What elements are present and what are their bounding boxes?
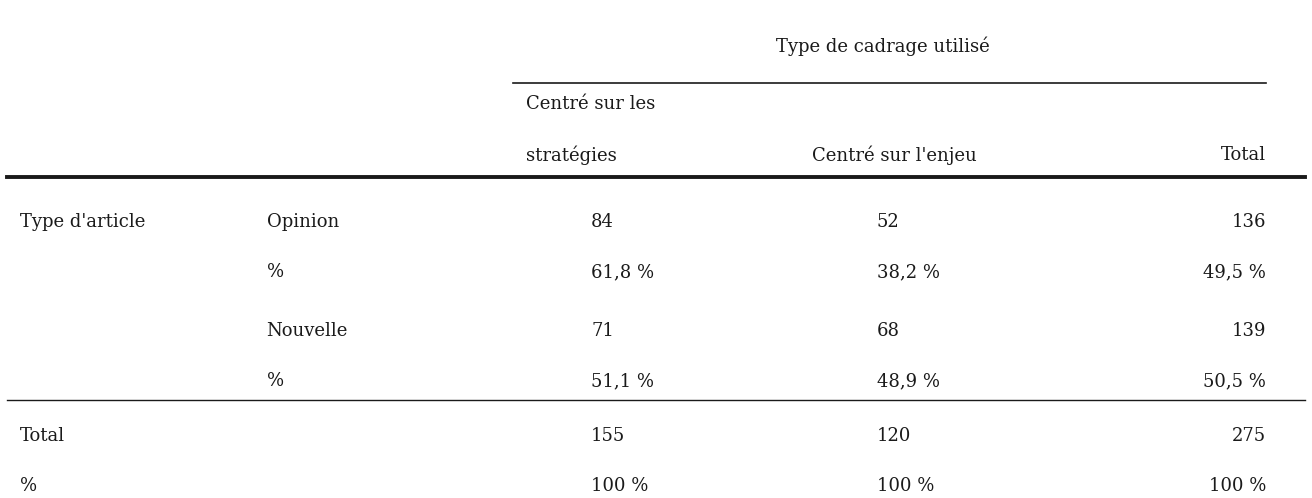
Text: %: %	[266, 373, 283, 390]
Text: 136: 136	[1232, 213, 1266, 231]
Text: 52: 52	[876, 213, 900, 231]
Text: Type d'article: Type d'article	[20, 213, 146, 231]
Text: Opinion: Opinion	[266, 213, 338, 231]
Text: Total: Total	[20, 427, 66, 445]
Text: 38,2 %: 38,2 %	[876, 263, 939, 281]
Text: 49,5 %: 49,5 %	[1203, 263, 1266, 281]
Text: 61,8 %: 61,8 %	[592, 263, 655, 281]
Text: Centré sur l'enjeu: Centré sur l'enjeu	[812, 145, 976, 165]
Text: 155: 155	[592, 427, 626, 445]
Text: 68: 68	[876, 322, 900, 340]
Text: %: %	[266, 263, 283, 281]
Text: 100 %: 100 %	[1208, 478, 1266, 496]
Text: 100 %: 100 %	[592, 478, 648, 496]
Text: 48,9 %: 48,9 %	[876, 373, 939, 390]
Text: 50,5 %: 50,5 %	[1203, 373, 1266, 390]
Text: Type de cadrage utilisé: Type de cadrage utilisé	[777, 36, 991, 56]
Text: Nouvelle: Nouvelle	[266, 322, 348, 340]
Text: 71: 71	[592, 322, 614, 340]
Text: 51,1 %: 51,1 %	[592, 373, 655, 390]
Text: Centré sur les: Centré sur les	[526, 95, 656, 113]
Text: 275: 275	[1232, 427, 1266, 445]
Text: 84: 84	[592, 213, 614, 231]
Text: stratégies: stratégies	[526, 145, 617, 165]
Text: %: %	[20, 478, 37, 496]
Text: 120: 120	[876, 427, 911, 445]
Text: 100 %: 100 %	[876, 478, 934, 496]
Text: 139: 139	[1232, 322, 1266, 340]
Text: Total: Total	[1221, 145, 1266, 163]
